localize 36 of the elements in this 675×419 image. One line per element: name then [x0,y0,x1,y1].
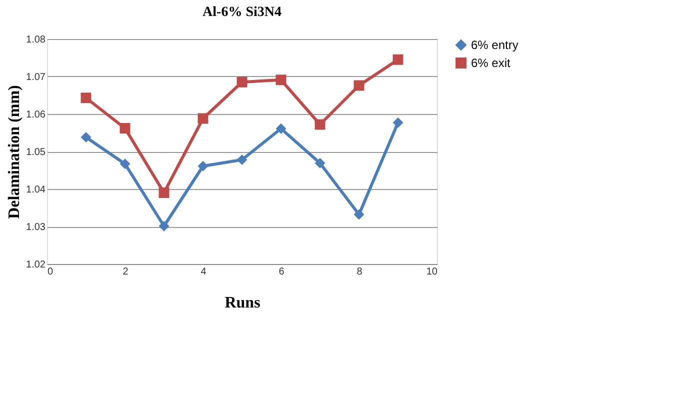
point [314,158,326,168]
x-tick-label: 10 [426,266,438,278]
x-tick-label: 2 [122,266,129,278]
point [392,54,404,65]
x-tick-label: 0 [48,266,54,278]
chart-title: Al-6% Si3N4 [202,5,282,20]
point [276,123,286,134]
point [276,74,286,86]
y-tick-label: 1.06 [26,110,46,120]
point [198,160,208,172]
y-tick-label: 1.07 [26,72,46,83]
point [80,92,92,104]
point [198,113,208,124]
x-tick-label: 8 [356,266,363,278]
point [392,117,404,128]
point [120,123,130,134]
point [158,220,170,232]
x-tick-label: 4 [200,266,207,278]
y-tick-label: 1.03 [26,222,46,233]
x-axis-title: Runs [224,294,260,312]
y-tick-label: 1.08 [26,34,46,46]
point [236,154,248,165]
y-axis-title: Delamination (mm) [6,85,24,219]
point [314,119,326,130]
y-tick-label: 1.04 [26,184,46,196]
point [236,76,248,88]
x-tick-label: 6 [278,266,285,278]
point [158,188,170,198]
point [354,80,364,91]
point [354,209,364,220]
point [80,132,92,142]
point [120,158,130,170]
y-tick-label: 1.02 [26,260,46,270]
legend-label: 6% exit [471,56,512,70]
y-tick-label: 1.05 [26,147,46,158]
legend-label: 6% entry [471,38,518,52]
